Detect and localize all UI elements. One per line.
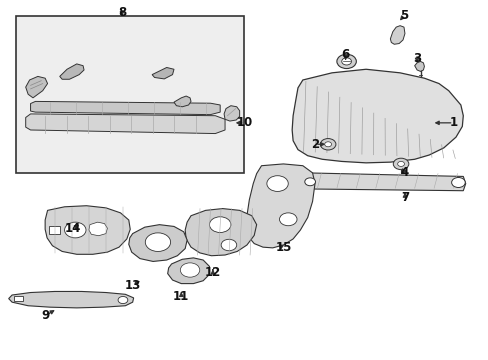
Circle shape [209, 217, 230, 233]
Text: 7: 7 [400, 192, 408, 204]
Bar [16, 16, 244, 173]
Polygon shape [89, 222, 107, 236]
Text: 8: 8 [118, 6, 126, 19]
Circle shape [341, 58, 351, 65]
Polygon shape [128, 225, 187, 261]
Polygon shape [414, 62, 424, 71]
Circle shape [320, 139, 335, 150]
Polygon shape [246, 164, 314, 248]
Text: 5: 5 [399, 9, 407, 22]
Text: 1: 1 [448, 116, 457, 129]
Polygon shape [167, 258, 209, 284]
Text: 11: 11 [173, 289, 189, 303]
Text: 15: 15 [275, 241, 291, 255]
Polygon shape [224, 106, 239, 121]
Text: 13: 13 [124, 279, 141, 292]
Polygon shape [60, 64, 84, 79]
Circle shape [397, 161, 404, 166]
Circle shape [64, 222, 86, 238]
Polygon shape [30, 102, 220, 114]
Polygon shape [152, 67, 174, 79]
Bar [14, 296, 23, 301]
Circle shape [266, 176, 287, 192]
Circle shape [392, 158, 408, 170]
Circle shape [118, 296, 127, 303]
Text: 2: 2 [310, 138, 318, 151]
Circle shape [180, 263, 200, 277]
Text: 14: 14 [65, 222, 81, 235]
Circle shape [221, 239, 236, 251]
Polygon shape [174, 96, 191, 107]
Text: 12: 12 [204, 266, 221, 279]
Bar [16, 16, 244, 173]
Polygon shape [291, 69, 462, 163]
Text: 6: 6 [341, 49, 349, 62]
Polygon shape [185, 208, 256, 256]
Bar [49, 226, 60, 234]
Polygon shape [297, 173, 465, 191]
Text: 9: 9 [41, 309, 49, 322]
Text: 10: 10 [236, 116, 252, 129]
Circle shape [145, 233, 170, 251]
Polygon shape [26, 114, 224, 134]
Polygon shape [45, 206, 130, 254]
Circle shape [304, 178, 315, 186]
Circle shape [279, 213, 296, 226]
Circle shape [324, 142, 331, 147]
Circle shape [451, 177, 464, 188]
Text: 3: 3 [412, 52, 420, 65]
Polygon shape [389, 26, 404, 44]
Circle shape [336, 54, 356, 68]
Polygon shape [9, 292, 133, 308]
Polygon shape [26, 76, 47, 98]
Text: 4: 4 [400, 166, 408, 179]
